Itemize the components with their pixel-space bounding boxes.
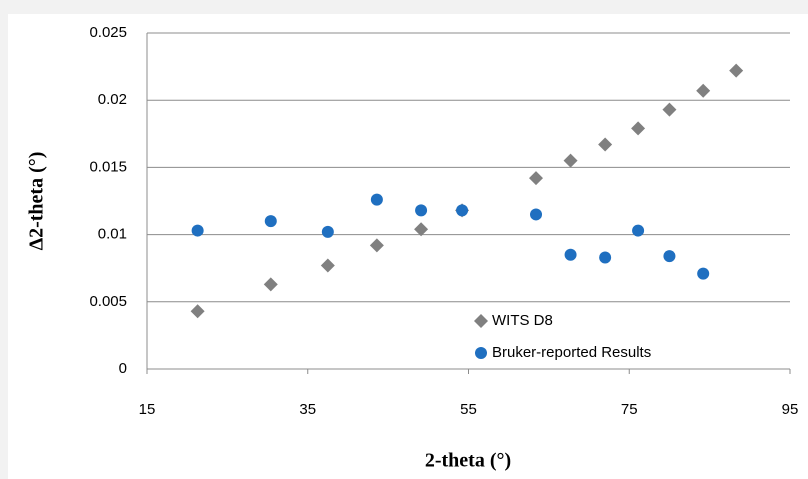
point — [263, 277, 278, 292]
point — [599, 251, 612, 264]
point — [663, 250, 676, 263]
point — [264, 215, 277, 228]
point — [369, 238, 384, 253]
y-tick-label: 0.025 — [89, 24, 127, 41]
point — [190, 304, 205, 319]
y-tick-label: 0.015 — [89, 158, 127, 175]
point — [191, 224, 204, 237]
point — [563, 153, 578, 168]
y-tick-label: 0.02 — [98, 91, 127, 108]
point — [530, 208, 543, 221]
x-tick-label: 95 — [782, 401, 799, 418]
point — [415, 204, 428, 217]
point — [321, 225, 334, 238]
x-tick-label: 75 — [621, 401, 638, 418]
legend-label: Bruker-reported Results — [492, 344, 651, 361]
point — [564, 248, 577, 261]
point — [631, 121, 646, 136]
legend-marker — [475, 347, 487, 359]
point — [529, 171, 544, 186]
legend-marker — [474, 314, 488, 328]
point — [456, 204, 469, 217]
x-axis-label: 2-theta (°) — [425, 450, 511, 472]
x-tick-label: 55 — [460, 401, 477, 418]
y-axis-label: Δ2-theta (°) — [26, 152, 48, 251]
point — [696, 83, 711, 98]
legend-label: WITS D8 — [492, 312, 553, 329]
x-tick-label: 15 — [139, 401, 156, 418]
x-tick-label: 35 — [299, 401, 316, 418]
point — [729, 63, 744, 78]
point — [370, 193, 383, 206]
point — [632, 224, 645, 237]
point — [662, 102, 677, 117]
y-tick-label: 0.01 — [98, 226, 127, 243]
point — [320, 258, 335, 273]
point — [598, 137, 613, 152]
chart-area — [8, 14, 808, 479]
point — [697, 267, 710, 280]
y-tick-label: 0.005 — [89, 293, 127, 310]
point — [414, 222, 429, 237]
y-tick-label: 0 — [119, 360, 127, 377]
